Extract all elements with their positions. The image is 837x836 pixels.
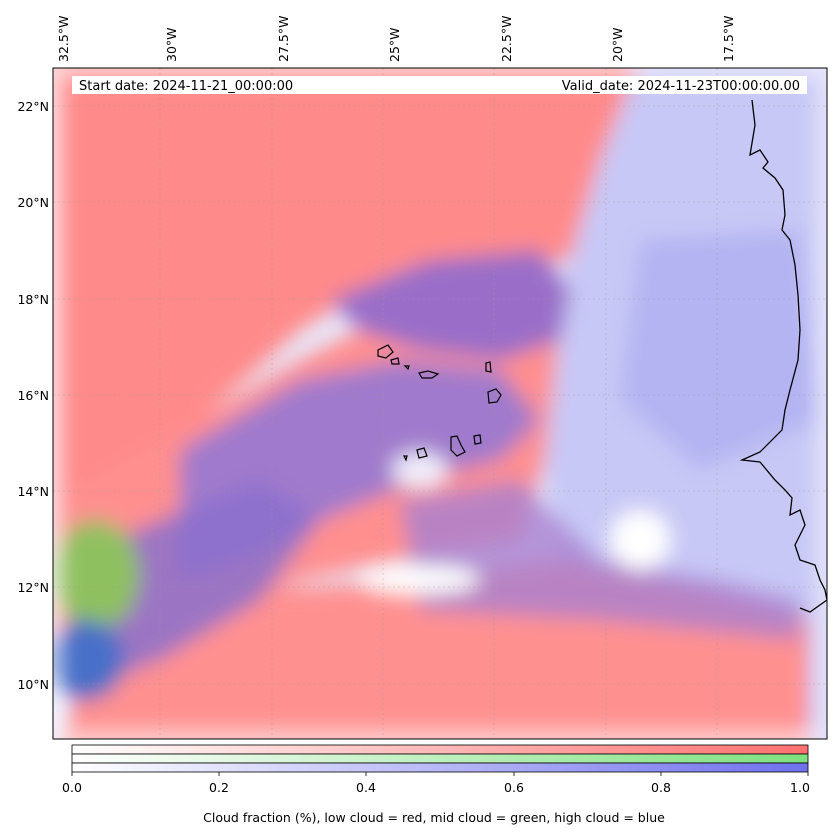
lon-tick-label: 20°W [610, 27, 625, 62]
lon-tick-label: 32.5°W [56, 16, 71, 62]
map-panel [53, 68, 827, 739]
colorbar-title: Cloud fraction (%), low cloud = red, mid… [203, 810, 665, 825]
lon-tick-label: 30°W [164, 27, 179, 62]
map-frame [52, 67, 828, 740]
colorbar-tick-label: 0.6 [504, 780, 524, 795]
africa-coastline [739, 99, 827, 613]
lat-tick-labels: 22°N 20°N 18°N 16°N 14°N 12°N 10°N [17, 99, 49, 692]
lon-tick-labels: 32.5°W 30°W 27.5°W 25°W 22.5°W 20°W 17.5… [56, 16, 736, 62]
valid-date-label: Valid_date: 2024-11-23T00:00:00.00 [562, 79, 800, 94]
lat-tick-label: 22°N [17, 99, 49, 114]
colorbar-tick-label: 1.0 [790, 780, 810, 795]
lon-tick-label: 27.5°W [276, 16, 291, 62]
gridlines [53, 68, 827, 739]
colorbar: 0.0 0.2 0.4 0.6 0.8 1.0 Cloud fraction (… [62, 744, 810, 825]
lon-tick-label: 22.5°W [499, 16, 514, 62]
lat-tick-label: 10°N [17, 677, 49, 692]
colorbar-tick-label: 0.2 [209, 780, 229, 795]
lat-tick-label: 16°N [17, 388, 49, 403]
colorbar-high [71, 762, 809, 773]
colorbar-low [71, 744, 809, 755]
colorbar-tick-label: 0.4 [356, 780, 376, 795]
colorbar-tick-label: 0.8 [651, 780, 671, 795]
lat-tick-label: 14°N [17, 484, 49, 499]
lat-tick-label: 12°N [17, 580, 49, 595]
lon-tick-label: 25°W [387, 27, 402, 62]
lon-tick-label: 17.5°W [721, 16, 736, 62]
lat-tick-label: 18°N [17, 292, 49, 307]
date-strip [72, 76, 807, 94]
cape-verde-islands [377, 344, 502, 462]
lat-tick-label: 20°N [17, 195, 49, 210]
cloud-field [53, 68, 827, 739]
start-date-label: Start date: 2024-11-21_00:00:00 [79, 79, 293, 94]
colorbar-mid [71, 753, 809, 764]
colorbar-tick-label: 0.0 [62, 780, 82, 795]
